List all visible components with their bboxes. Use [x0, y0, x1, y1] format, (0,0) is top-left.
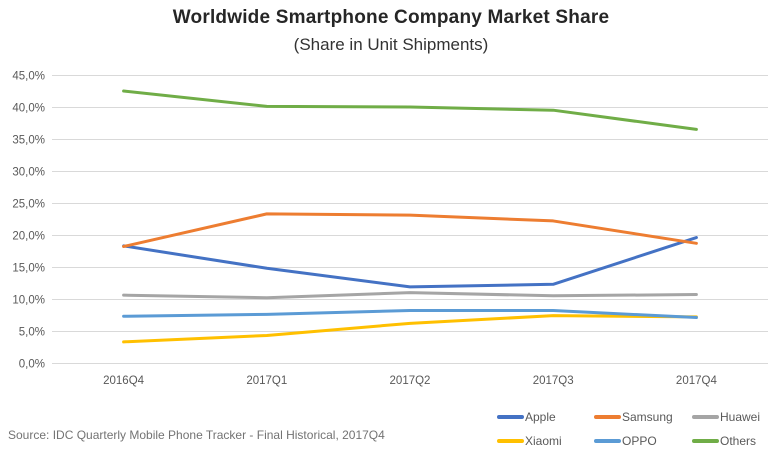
legend-item-others: Others	[692, 434, 781, 448]
x-axis-tick-label: 2016Q4	[103, 375, 145, 387]
y-axis-tick-label: 45,0%	[12, 71, 45, 83]
legend-label: Apple	[525, 410, 556, 424]
series-line-apple	[122, 236, 698, 289]
y-axis-tick-label: 20,0%	[12, 231, 45, 243]
legend-line-swatch-icon	[497, 439, 524, 443]
x-axis-tick-label: 2017Q2	[390, 375, 431, 387]
y-axis-tick-label: 30,0%	[12, 167, 45, 179]
series-line-samsung	[122, 212, 698, 249]
legend-label: OPPO	[622, 434, 657, 448]
series-line-huawei	[122, 291, 698, 300]
series-line-others	[122, 89, 698, 131]
legend-item-xiaomi: Xiaomi	[497, 434, 594, 448]
chart-legend: Apple Samsung Huawei Xiaomi OPPO Others	[497, 405, 781, 453]
legend-label: Others	[720, 434, 757, 448]
legend-item-oppo: OPPO	[594, 434, 692, 448]
chart-title: Worldwide Smartphone Company Market Shar…	[172, 7, 610, 28]
legend-label: Samsung	[622, 410, 673, 424]
legend-label: Huawei	[720, 410, 761, 424]
y-axis-tick-label: 40,0%	[12, 103, 45, 115]
x-axis-tick-label: 2017Q4	[676, 375, 718, 387]
legend-line-swatch-icon	[692, 439, 719, 443]
line-chart-plot-area: 0,0% 5,0% 10,0% 15,0% 20,0% 25,0% 30,0% 35,0% 40…	[12, 71, 768, 387]
legend-item-huawei: Huawei	[692, 410, 781, 424]
series-line-xiaomi	[122, 314, 698, 344]
y-axis-tick-label: 25,0%	[12, 199, 45, 211]
y-axis-tick-label: 5,0%	[19, 327, 45, 339]
legend-line-swatch-icon	[497, 415, 524, 419]
legend-label: Xiaomi	[525, 434, 562, 448]
chart-subtitle: (Share in Unit Shipments)	[293, 35, 489, 54]
legend-line-swatch-icon	[692, 415, 719, 419]
legend-item-apple: Apple	[497, 410, 594, 424]
y-axis-tick-label: 15,0%	[12, 263, 45, 275]
series-line-oppo	[122, 309, 698, 320]
y-axis-tick-label: 35,0%	[12, 135, 45, 147]
legend-line-swatch-icon	[594, 439, 621, 443]
legend-item-samsung: Samsung	[594, 410, 692, 424]
y-axis-tick-label: 0,0%	[19, 359, 45, 371]
source-note: Source: IDC Quarterly Mobile Phone Track…	[8, 428, 385, 442]
y-axis-tick-label: 10,0%	[12, 295, 45, 307]
x-axis-tick-label: 2017Q3	[533, 375, 574, 387]
x-axis-tick-label: 2017Q1	[246, 375, 287, 387]
legend-line-swatch-icon	[594, 415, 621, 419]
